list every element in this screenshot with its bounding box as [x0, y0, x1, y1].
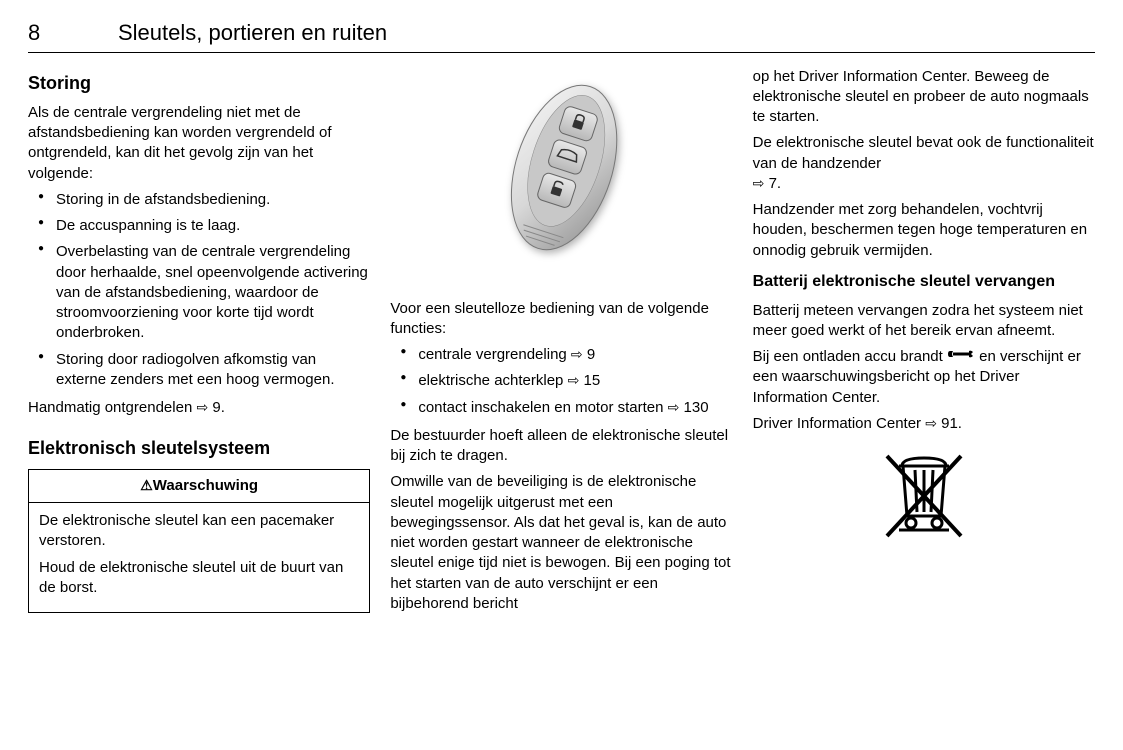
warning-box: ⚠Waarschuwing De elektronische sleutel k… — [28, 469, 370, 613]
column-1: Storing Als de centrale vergrendeling ni… — [28, 67, 370, 621]
keyless-intro: Voor een sleutelloze bediening van de vo… — [390, 299, 732, 340]
list-item: Storing in de afstandsbediening. — [28, 190, 370, 210]
warning-text: De elektronische sleutel kan een pacemak… — [39, 511, 359, 552]
ref-arrow-icon: ⇨ — [571, 345, 583, 364]
functionality-paragraph: De elektronische sleutel bevat ook de fu… — [753, 133, 1095, 194]
list-item: contact inschakelen en motor starten ⇨ 1… — [390, 398, 732, 418]
discharged-paragraph: Bij een ontladen accu brandt en verschij… — [753, 347, 1095, 408]
crossed-bin-icon — [869, 448, 979, 548]
replace-paragraph: Batterij meteen vervangen zodra het syst… — [753, 301, 1095, 342]
heading-storing: Storing — [28, 71, 370, 95]
dic-ref-paragraph: Driver Information Center ⇨ 91. — [753, 414, 1095, 434]
security-paragraph: Omwille van de beveiliging is de elektro… — [390, 472, 732, 614]
list-item: De accuspanning is te laag. — [28, 216, 370, 236]
ref-arrow-icon: ⇨ — [196, 398, 208, 417]
warning-triangle-icon: ⚠ — [140, 477, 153, 493]
no-dispose-bin-image — [753, 448, 1095, 554]
warning-body: De elektronische sleutel kan een pacemak… — [29, 503, 369, 612]
content-columns: Storing Als de centrale vergrendeling ni… — [28, 67, 1095, 621]
page-number: 8 — [28, 18, 118, 48]
key-fob-image — [390, 67, 732, 287]
ref-arrow-icon: ⇨ — [753, 174, 765, 193]
heading-electronic-key: Elektronisch sleutelsysteem — [28, 436, 370, 460]
manual-unlock-ref: Handmatig ontgrendelen ⇨ 9. — [28, 398, 370, 418]
column-2: Voor een sleutelloze bediening van de vo… — [390, 67, 732, 621]
fault-list: Storing in de afstandsbediening. De accu… — [28, 190, 370, 390]
list-item: elektrische achterklep ⇨ 15 — [390, 371, 732, 391]
care-paragraph: Handzender met zorg behandelen, vochtvri… — [753, 200, 1095, 261]
column-3: op het Driver Information Center. Beweeg… — [753, 67, 1095, 621]
warning-text: Houd de elektronische sleutel uit de buu… — [39, 558, 359, 599]
list-item: Storing door radiogolven afkomstig van e… — [28, 350, 370, 391]
heading-battery-replace: Batterij elektronische sleutel vervangen — [753, 271, 1095, 293]
warning-header: ⚠Waarschuwing — [29, 470, 369, 503]
key-fob-svg — [476, 72, 646, 282]
wrench-icon — [947, 347, 975, 367]
keyless-functions-list: centrale vergrendeling ⇨ 9 elektrische a… — [390, 345, 732, 418]
ref-arrow-icon: ⇨ — [568, 371, 580, 390]
header-title: Sleutels, portieren en ruiten — [118, 18, 387, 48]
driver-key-paragraph: De bestuurder hoeft alleen de elektronis… — [390, 426, 732, 467]
intro-paragraph: Als de centrale vergrendeling niet met d… — [28, 103, 370, 184]
ref-arrow-icon: ⇨ — [668, 398, 680, 417]
list-item: Overbelasting van de centrale vergrendel… — [28, 242, 370, 343]
list-item: centrale vergrendeling ⇨ 9 — [390, 345, 732, 365]
dic-paragraph: op het Driver Information Center. Beweeg… — [753, 67, 1095, 128]
ref-arrow-icon: ⇨ — [925, 414, 937, 433]
page-header: 8 Sleutels, portieren en ruiten — [28, 18, 1095, 53]
